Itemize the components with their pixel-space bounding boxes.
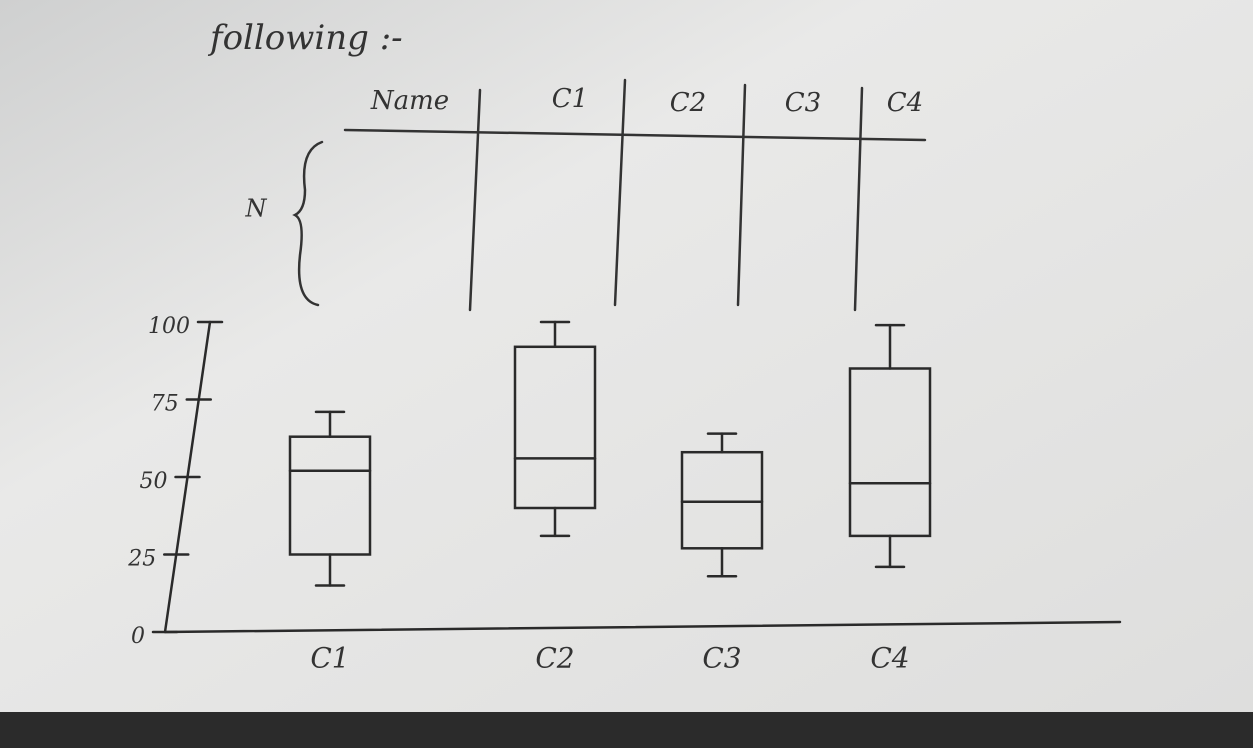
table-rule	[468, 88, 482, 312]
x-tick-label: C1	[310, 642, 349, 675]
table-header: C3	[785, 88, 821, 118]
box	[513, 345, 597, 510]
table-header: C2	[670, 88, 706, 118]
brace	[292, 140, 324, 307]
paper	[0, 0, 1253, 712]
heading: following :-	[207, 18, 403, 58]
y-tick-label: 100	[148, 314, 190, 339]
table-header: C1	[552, 84, 588, 114]
table-rule	[613, 78, 627, 307]
box-plot: 0 25 50 75 100 C1 C2 C3 C4	[127, 314, 1122, 675]
box	[288, 435, 372, 556]
box	[680, 450, 764, 550]
table-rule	[853, 86, 864, 312]
y-tick-label: 25	[127, 547, 156, 572]
x-tick-label: C4	[870, 642, 909, 675]
y-tick-label: 0	[131, 624, 145, 649]
table-rule	[343, 128, 927, 142]
desk	[0, 712, 1253, 748]
table-header: Name	[370, 86, 449, 116]
table-rule	[736, 83, 747, 307]
y-tick-label: 50	[140, 469, 168, 494]
row-label: N	[245, 195, 268, 223]
x-tick-label: C2	[535, 642, 574, 675]
box	[848, 367, 932, 538]
table: Name C1 C2 C3 C4 N	[245, 78, 927, 312]
table-header: C4	[887, 88, 923, 118]
x-tick-label: C3	[702, 642, 741, 675]
y-tick-label: 75	[151, 392, 179, 417]
x-axis	[163, 620, 1122, 634]
